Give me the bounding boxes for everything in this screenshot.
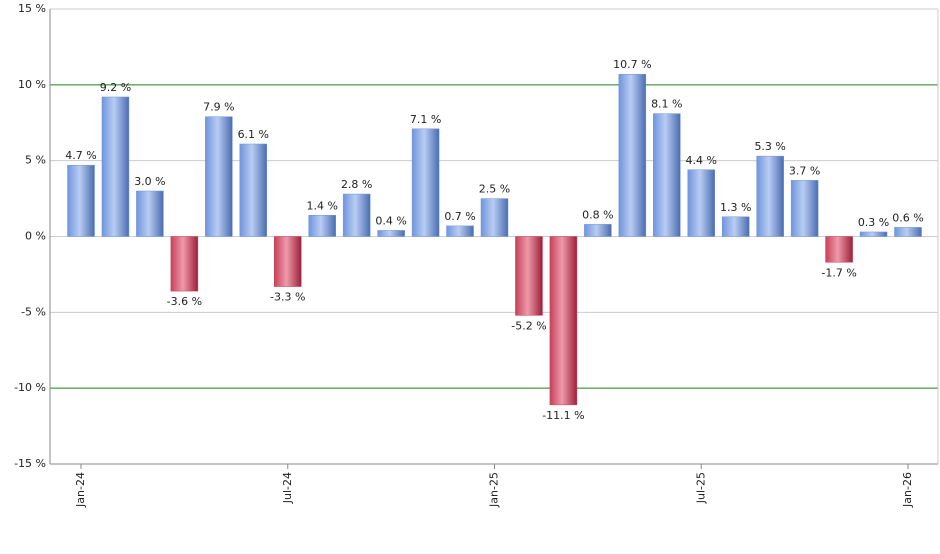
y-tick-label: 5 % xyxy=(25,154,46,167)
value-label: -5.2 % xyxy=(511,319,546,332)
value-label: 7.1 % xyxy=(410,113,441,126)
value-label: 10.7 % xyxy=(613,58,651,71)
value-label: 2.5 % xyxy=(479,183,510,196)
value-label: -11.1 % xyxy=(542,409,584,422)
bar xyxy=(446,225,474,237)
value-label: 4.7 % xyxy=(65,149,96,162)
value-label: 3.7 % xyxy=(789,164,820,177)
value-label: 4.4 % xyxy=(686,154,717,167)
value-label: 0.4 % xyxy=(375,214,406,227)
y-tick-label: -15 % xyxy=(14,457,46,470)
bar xyxy=(342,193,371,237)
y-tick-label: -5 % xyxy=(21,305,46,318)
y-tick-label: 10 % xyxy=(18,78,46,91)
bar xyxy=(549,236,578,406)
value-label: -3.6 % xyxy=(167,295,202,308)
bar xyxy=(515,236,543,316)
bar xyxy=(790,180,819,237)
bar xyxy=(480,198,509,237)
bar xyxy=(67,164,95,237)
bar xyxy=(859,231,888,237)
bar xyxy=(239,143,268,237)
value-label: 0.6 % xyxy=(892,211,923,224)
bar xyxy=(411,128,440,237)
bar xyxy=(618,73,647,237)
bar xyxy=(721,216,750,237)
x-tick-label: Jul-25 xyxy=(694,472,707,504)
bar xyxy=(825,236,853,263)
bar xyxy=(136,190,164,237)
value-label: 0.3 % xyxy=(858,216,889,229)
value-label: -3.3 % xyxy=(270,291,305,304)
bar xyxy=(756,155,784,237)
x-tick-label: Jan-25 xyxy=(488,472,501,508)
value-label: 1.3 % xyxy=(720,201,751,214)
y-tick-label: 0 % xyxy=(25,230,46,243)
bar xyxy=(687,169,715,237)
value-label: 0.8 % xyxy=(582,208,613,221)
value-label: 9.2 % xyxy=(100,81,131,94)
bar xyxy=(205,116,233,237)
value-label: 8.1 % xyxy=(651,98,682,111)
x-tick-label: Jan-24 xyxy=(74,472,87,508)
bar xyxy=(308,215,336,237)
x-tick-label: Jul-24 xyxy=(281,472,294,504)
bar xyxy=(584,224,612,237)
bar xyxy=(653,113,681,237)
value-label: 7.9 % xyxy=(203,101,234,114)
bar xyxy=(377,230,405,237)
bar xyxy=(170,236,199,292)
bar xyxy=(274,236,302,287)
bar xyxy=(894,227,922,237)
y-tick-label: -10 % xyxy=(14,381,46,394)
value-label: 1.4 % xyxy=(306,199,337,212)
value-label: 0.7 % xyxy=(444,210,475,223)
value-label: 5.3 % xyxy=(754,140,785,153)
value-label: 2.8 % xyxy=(341,178,372,191)
value-label: 6.1 % xyxy=(238,128,269,141)
x-tick-label: Jan-26 xyxy=(901,472,914,508)
y-tick-label: 15 % xyxy=(18,2,46,15)
value-label: 3.0 % xyxy=(134,175,165,188)
value-label: -1.7 % xyxy=(821,266,856,279)
bar xyxy=(101,96,130,237)
